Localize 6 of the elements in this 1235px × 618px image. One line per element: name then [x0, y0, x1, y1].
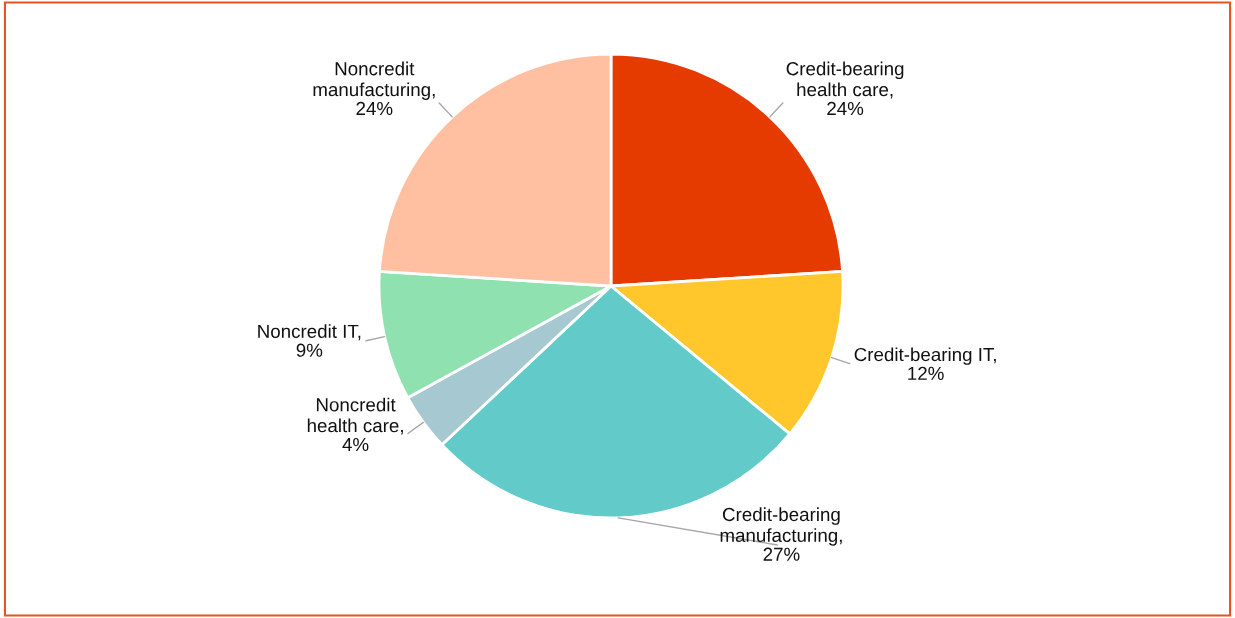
slice-label: Noncredit IT, 9%: [258, 324, 361, 357]
slice-label: Credit-bearing manufacturing, 27%: [720, 507, 842, 561]
slice-label: Credit-bearing health care, 24%: [786, 61, 904, 116]
slice-label: Noncredit health care, 4%: [307, 397, 403, 452]
slice-label: Noncredit manufacturing, 24%: [313, 61, 435, 116]
slice-label: Credit-bearing IT, 12%: [854, 347, 996, 380]
